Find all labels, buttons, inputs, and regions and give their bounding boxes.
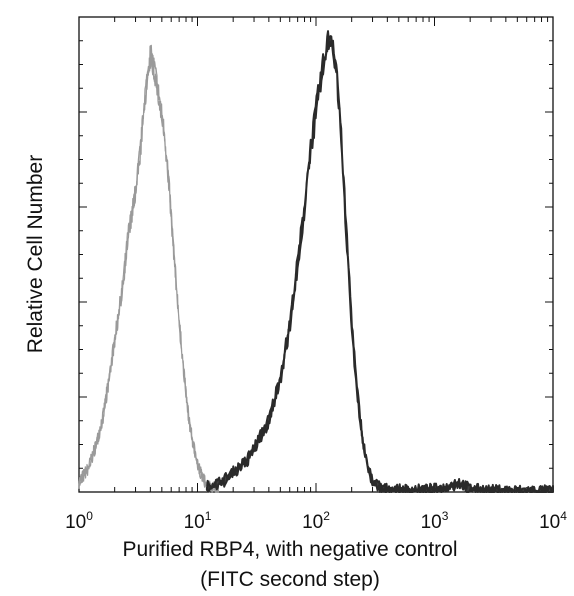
x-tick-label: 101 — [184, 509, 212, 533]
x-axis-title-line-1: Purified RBP4, with negative control — [122, 538, 457, 561]
plot-frame — [78, 16, 554, 493]
rbp4-histogram — [205, 30, 554, 493]
x-tick-label: 103 — [421, 509, 449, 533]
negative-control-histogram — [78, 44, 219, 493]
y-axis-title: Relative Cell Number — [24, 155, 47, 353]
x-axis-title-line-2: (FITC second step) — [200, 568, 380, 591]
x-axis-ticks — [78, 17, 554, 492]
x-tick-label: 102 — [302, 509, 330, 533]
x-tick-label: 100 — [65, 509, 93, 533]
x-tick-labels: 100 101 102 103 104 — [65, 509, 567, 533]
y-axis-ticks — [79, 40, 553, 469]
series-layer — [78, 30, 554, 493]
x-tick-label: 104 — [539, 509, 567, 533]
